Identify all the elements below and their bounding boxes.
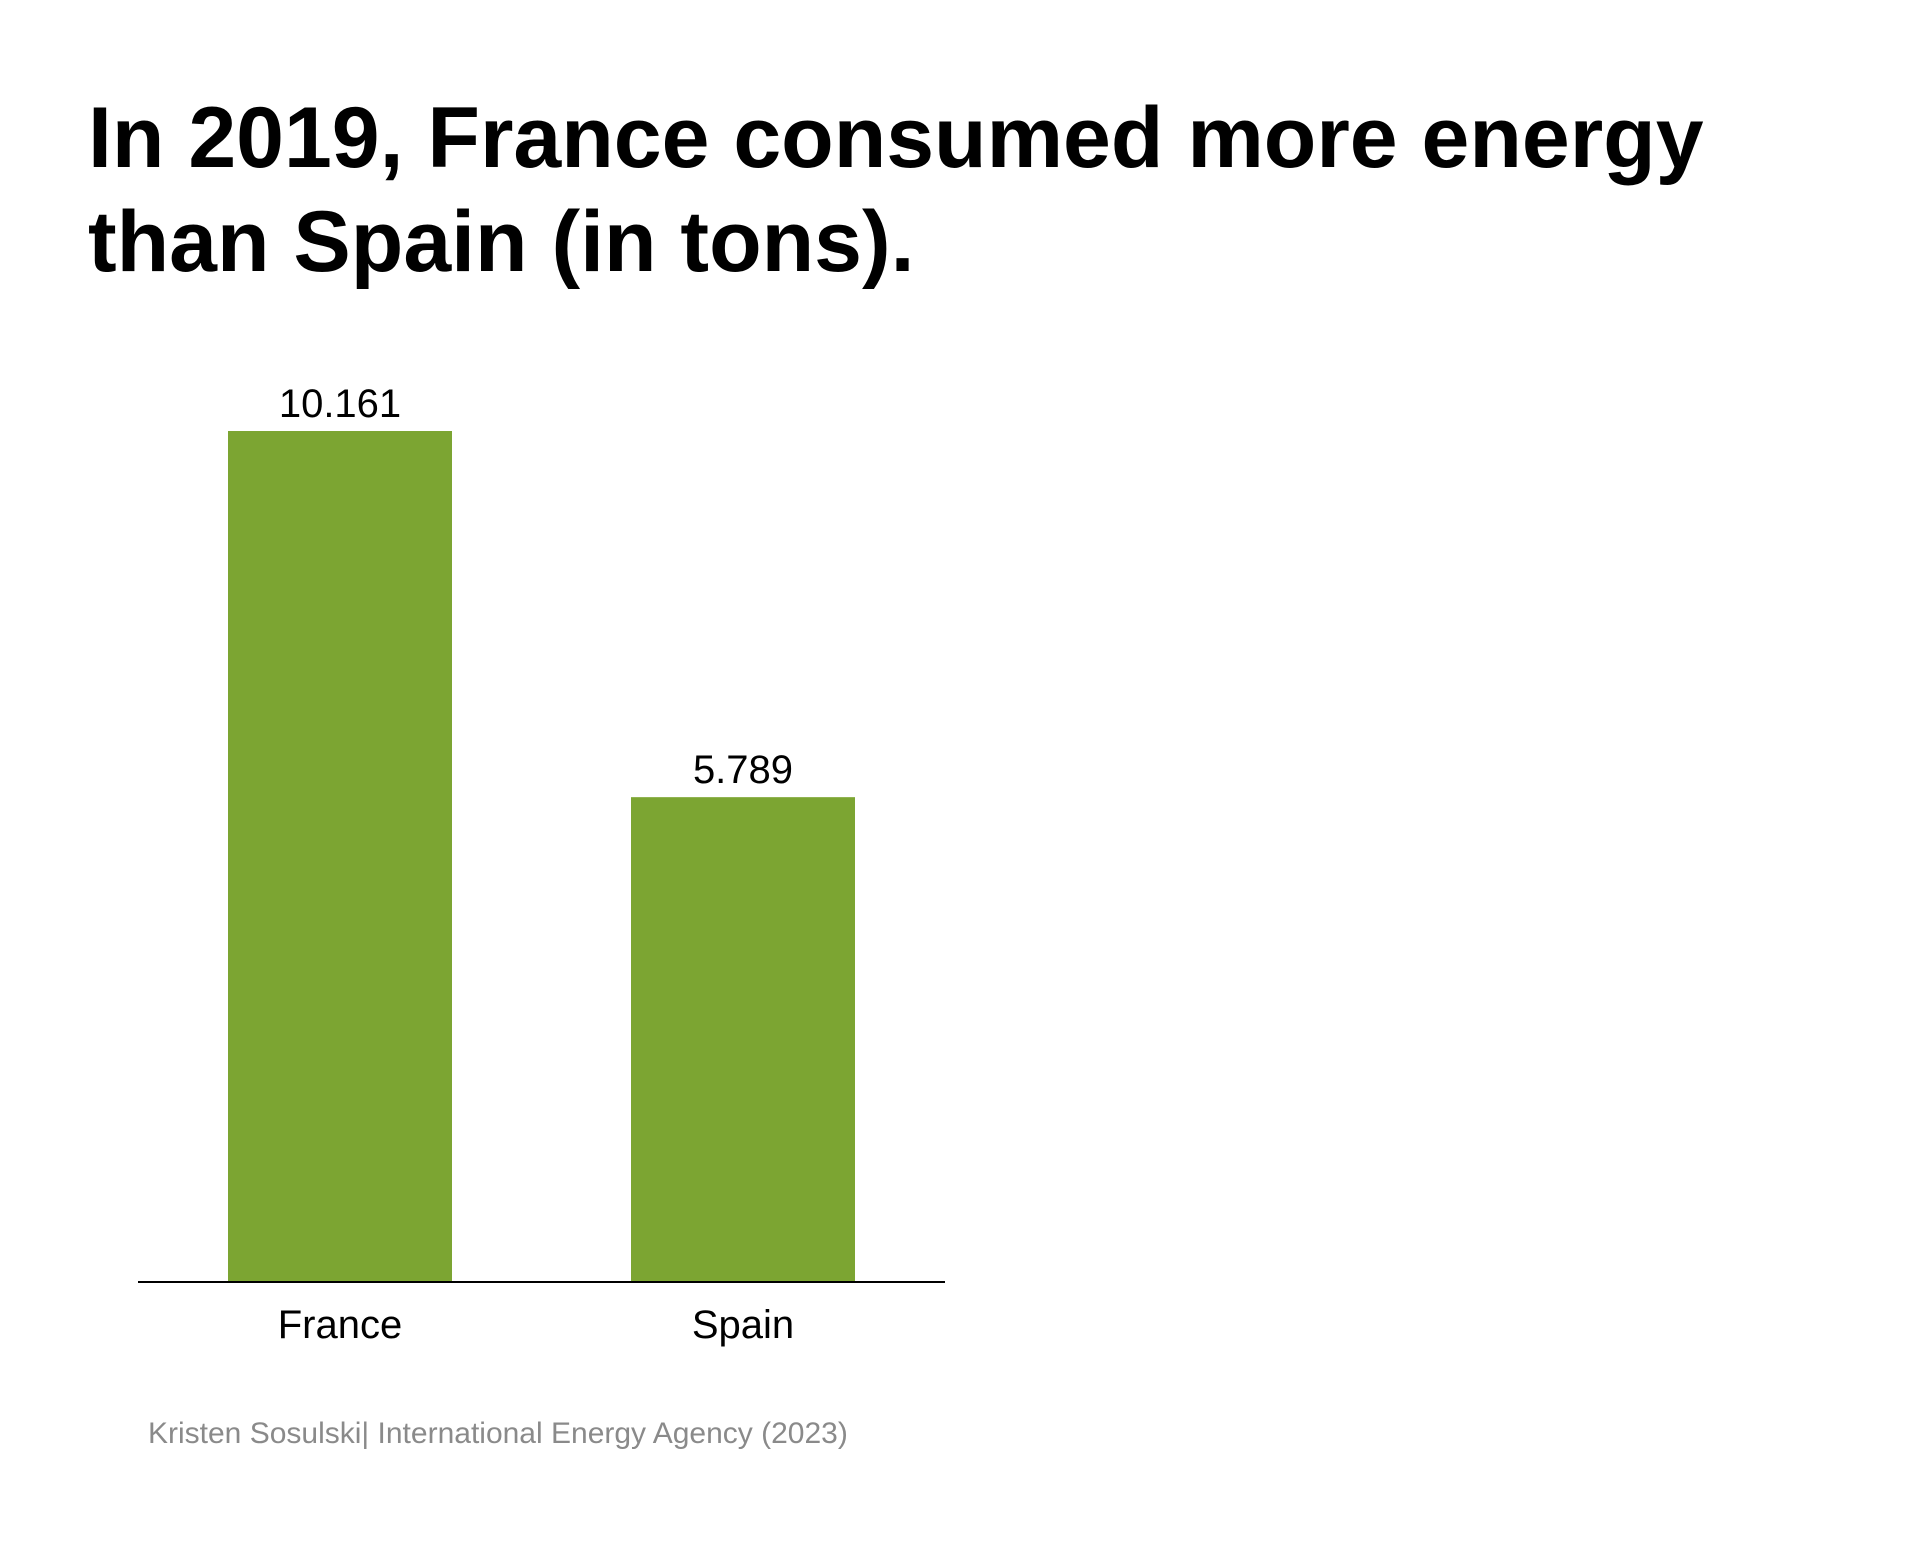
bars-layer: [228, 431, 855, 1282]
data-label-france: 10.161: [279, 382, 401, 426]
bar-spain: [631, 797, 855, 1282]
source-note: Kristen Sosulski| International Energy A…: [148, 1417, 848, 1450]
x-tick-label-france: France: [278, 1303, 403, 1347]
labels-layer: 10.161 France 5.789 Spain: [278, 382, 794, 1347]
chart-title: In 2019, France consumed more energy tha…: [88, 90, 1704, 290]
data-label-spain: 5.789: [693, 748, 793, 792]
x-tick-label-spain: Spain: [692, 1303, 794, 1347]
bar-france: [228, 431, 452, 1282]
